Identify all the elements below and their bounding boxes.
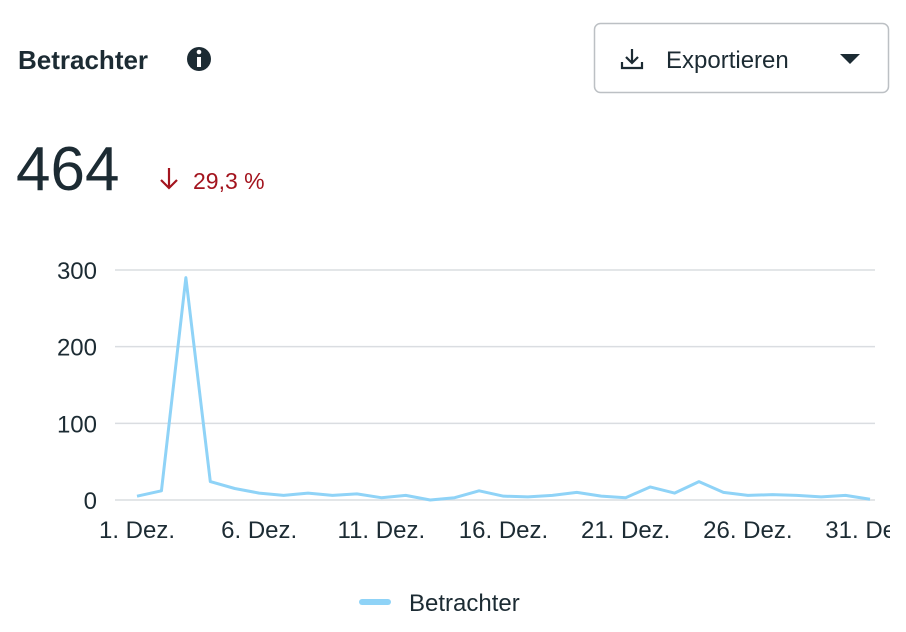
y-tick-label: 0 <box>84 488 97 515</box>
x-tick-label: 6. Dez. <box>221 517 297 544</box>
legend-label: Betrachter <box>409 590 520 617</box>
caret <box>840 54 860 64</box>
change-value: 29,3 % <box>193 168 265 194</box>
x-tick-label: 21. Dez. <box>581 517 670 544</box>
x-tick-label: 1. Dez. <box>99 517 175 544</box>
data-line <box>136 276 871 502</box>
down-arrow <box>160 168 178 190</box>
x-tick-label: 26. Dez. <box>703 517 792 544</box>
x-tick-label: 31. Dez. <box>825 517 906 544</box>
x-tick-label: 16. Dez. <box>459 517 548 544</box>
download-icon <box>620 49 644 70</box>
y-tick-label: 100 <box>57 411 97 438</box>
x-tick-label: 11. Dez. <box>338 517 426 544</box>
panel-title: Betrachter <box>18 45 148 75</box>
info-icon[interactable] <box>187 47 211 71</box>
export-button[interactable]: Exportieren <box>593 22 890 94</box>
total-value: 464 <box>16 135 119 204</box>
y-tick-label: 200 <box>57 335 97 362</box>
y-tick-label: 300 <box>57 258 97 285</box>
export-label: Exportieren <box>666 47 789 74</box>
